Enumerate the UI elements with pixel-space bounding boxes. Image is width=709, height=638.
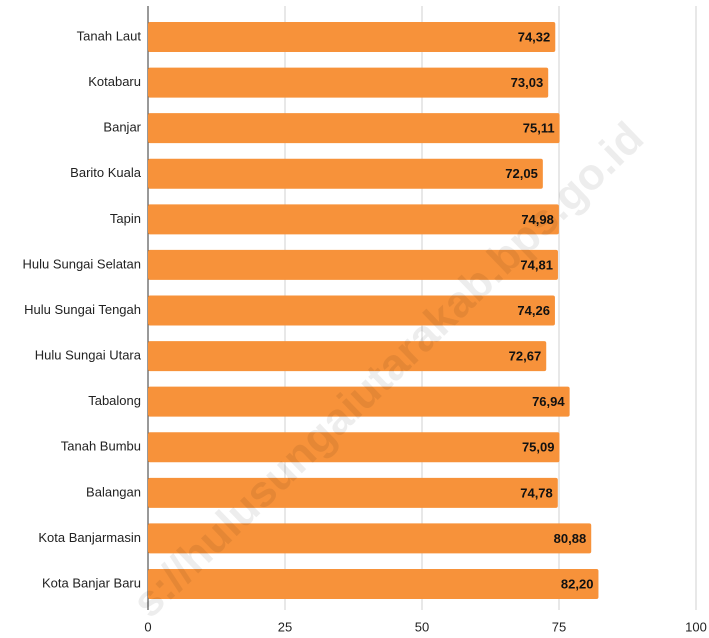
value-label: 72,67 xyxy=(509,349,542,364)
bar xyxy=(148,67,549,98)
bar xyxy=(148,432,560,463)
y-tick-label: Kota Banjarmasin xyxy=(38,530,141,545)
value-label: 76,94 xyxy=(532,394,565,409)
y-tick-label: Kotabaru xyxy=(88,74,141,89)
y-tick-label: Hulu Sungai Utara xyxy=(35,348,142,363)
bar xyxy=(148,341,547,372)
value-label: 75,09 xyxy=(522,440,555,455)
bar xyxy=(148,477,558,508)
bar xyxy=(148,386,570,417)
y-tick-label: Barito Kuala xyxy=(70,165,142,180)
value-label: 75,11 xyxy=(523,121,555,136)
value-label: 74,81 xyxy=(520,257,553,272)
x-tick-label: 50 xyxy=(415,619,429,634)
value-label: 80,88 xyxy=(554,531,587,546)
value-label: 74,32 xyxy=(518,29,551,44)
value-label: 72,05 xyxy=(505,166,538,181)
y-tick-label: Tapin xyxy=(110,211,141,226)
y-tick-label: Balangan xyxy=(86,484,141,499)
y-tick-label: Hulu Sungai Selatan xyxy=(22,256,141,271)
x-tick-label: 0 xyxy=(144,619,151,634)
bar xyxy=(148,523,592,554)
x-tick-label: 25 xyxy=(278,619,292,634)
y-tick-label: Banjar xyxy=(103,120,141,135)
bar xyxy=(148,569,599,599)
value-label: 74,78 xyxy=(520,485,553,500)
bar xyxy=(148,158,543,189)
value-label: 73,03 xyxy=(511,75,544,90)
y-tick-label: Tanah Laut xyxy=(77,28,142,43)
bar xyxy=(148,113,560,144)
bar xyxy=(148,249,558,280)
bar xyxy=(148,295,555,326)
value-label: 74,26 xyxy=(517,303,550,318)
value-label: 82,20 xyxy=(561,576,594,591)
x-tick-label: 100 xyxy=(685,619,707,634)
y-tick-label: Tabalong xyxy=(88,393,141,408)
x-tick-label: 75 xyxy=(552,619,566,634)
bar xyxy=(148,22,556,52)
y-tick-label: Hulu Sungai Tengah xyxy=(24,302,141,317)
bar xyxy=(148,204,559,235)
y-tick-label: Kota Banjar Baru xyxy=(42,575,141,590)
value-label: 74,98 xyxy=(521,212,554,227)
y-tick-label: Tanah Bumbu xyxy=(61,439,141,454)
